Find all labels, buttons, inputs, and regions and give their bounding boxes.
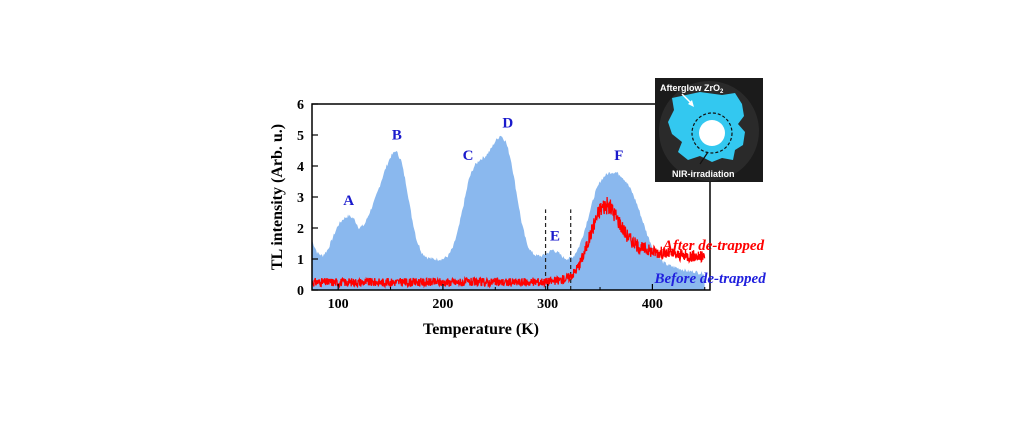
inset-dashed-circle <box>691 112 733 154</box>
y-tick-label-2: 2 <box>297 222 304 237</box>
inset-arrowhead-top <box>688 100 694 107</box>
axes: 100 200 300 400 0 1 2 3 4 5 6 Temperature (K) TL int… <box>269 98 711 338</box>
y-tick-label-3: 3 <box>297 191 304 206</box>
peak-label-B: B <box>392 128 402 144</box>
series-after-line <box>311 196 706 289</box>
peak-label-E: E <box>550 228 560 244</box>
y-tick-label-0: 0 <box>297 284 304 299</box>
x-tick-label-400: 400 <box>642 297 663 312</box>
y-tick-label-5: 5 <box>297 129 304 144</box>
afterglow-inset-photo: Afterglow ZrO2 NIR-irradiation <box>655 78 763 182</box>
x-axis-title: Temperature (K) <box>423 321 539 338</box>
inset-bottom-label: NIR-irradiation <box>672 169 735 179</box>
x-tick-label-100: 100 <box>328 297 349 312</box>
y-tick-label-1: 1 <box>297 253 304 268</box>
inset-arrow-bottom <box>699 151 709 165</box>
series-before-area <box>312 135 705 290</box>
x-tick-label-200: 200 <box>432 297 453 312</box>
y-tick-label-4: 4 <box>297 160 304 175</box>
annotation-after: After de-trapped <box>662 238 765 254</box>
y-axis-title: TL intensity (Arb. u.) <box>269 124 286 270</box>
y-tick-label-6: 6 <box>297 98 304 113</box>
peak-label-F: F <box>614 148 623 164</box>
chart-labels: A B C D E F After de-trapped Before de-trapped <box>343 115 766 287</box>
plot-area <box>311 135 706 290</box>
annotation-before: Before de-trapped <box>653 271 766 287</box>
inset-top-label: Afterglow ZrO2 <box>660 83 724 95</box>
peak-label-C: C <box>463 148 474 164</box>
x-tick-label-300: 300 <box>537 297 558 312</box>
peak-label-D: D <box>502 115 513 131</box>
inset-nir-spot <box>699 120 725 146</box>
peak-label-A: A <box>343 193 354 209</box>
